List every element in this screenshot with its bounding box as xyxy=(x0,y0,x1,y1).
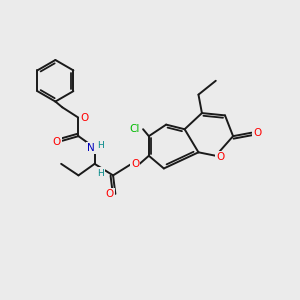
Text: O: O xyxy=(253,128,261,138)
Text: O: O xyxy=(106,189,114,199)
Text: Cl: Cl xyxy=(130,124,140,134)
Text: O: O xyxy=(52,137,61,147)
Text: O: O xyxy=(216,152,224,162)
Text: O: O xyxy=(80,113,88,123)
Text: O: O xyxy=(131,159,139,169)
Text: H: H xyxy=(97,169,104,178)
Text: H: H xyxy=(97,141,104,150)
Text: N: N xyxy=(87,143,95,153)
